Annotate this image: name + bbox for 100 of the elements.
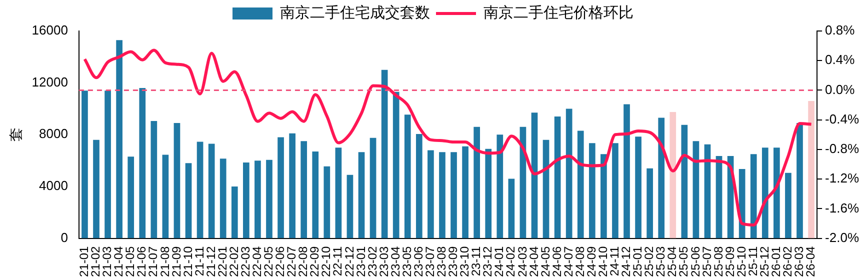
bar [496,134,504,238]
bar [324,166,330,238]
x-tick-label: 23-07 [423,246,438,278]
bar [162,154,169,238]
x-tick-label: 25-10 [734,246,748,278]
x-tick-label: 25-11 [746,246,760,276]
bar [600,154,607,238]
bar [716,156,722,238]
x-tick-label: 24-12 [619,246,634,278]
x-tick-label: 21-10 [180,246,195,278]
y-tick-label: 4000 [39,178,68,194]
x-tick-label: 21-11 [192,246,206,276]
x-tick-label: 23-01 [354,246,368,278]
x-tick-label: 23-09 [446,246,460,278]
x-tick-label: 21-12 [204,246,218,278]
x-tick-label: 21-08 [158,246,172,278]
x-tick-label: 25-07 [700,246,714,278]
x-tick-label: 21-02 [88,246,103,278]
bar [93,140,100,238]
x-tick-label: 26-03 [792,246,806,278]
bar [358,152,365,238]
x-tick-label: 22-02 [226,246,241,278]
x-tick-label: 23-06 [411,246,426,278]
bar [485,148,492,238]
bar [577,130,584,238]
x-tick-label: 25-01 [630,246,645,278]
bar [658,118,665,238]
y-tick-label: 0 [60,230,68,245]
legend-label: 南京二手住宅成交套数 [280,4,430,22]
bar [231,186,238,238]
bar [750,154,757,238]
bar [439,152,446,238]
x-tick-label: 23-05 [400,246,414,278]
x-tick-label: 22-12 [342,246,356,278]
x-tick-label: 22-07 [284,246,299,278]
bar [346,174,354,238]
bar [254,160,261,238]
bar [335,148,342,238]
bar [370,138,376,238]
y-tick-label: 12000 [32,74,68,90]
x-tick-label: 24-05 [538,246,552,278]
x-tick-label: 22-09 [308,246,322,278]
bar [785,172,792,238]
bar [474,126,480,238]
x-tick-label: 22-06 [273,246,288,278]
bar [681,124,688,238]
x-tick-label: 26-02 [780,246,795,278]
bar [635,136,642,238]
x-tick-label: 26-04 [804,246,818,278]
bar [381,70,388,238]
x-tick-label: 25-12 [757,246,772,278]
bar [646,168,653,238]
bar [450,152,457,238]
x-tick-label: 21-07 [146,246,160,278]
x-tick-label: 24-04 [526,246,541,278]
y2-tick-label: 0.4% [825,52,856,68]
x-tick-label: 24-03 [515,246,530,278]
x-tick-label: 24-07 [561,246,576,278]
legend-label: 南京二手住宅价格环比 [484,4,634,22]
y-axis-title: 套 [7,128,24,142]
bar [416,134,422,238]
bar [116,40,122,238]
x-tick-label: 25-05 [676,246,691,278]
bar [566,108,572,238]
bar [185,163,192,238]
x-tick-label: 23-10 [458,246,472,278]
bar [531,112,538,238]
bar [196,142,204,238]
bar [278,137,284,238]
bar [243,162,250,238]
y2-tick-label: 0.8% [825,22,856,38]
bar [312,152,319,238]
bar [208,144,215,238]
y2-tick-label: -1.6% [825,200,860,216]
x-tick-label: 25-03 [654,246,668,278]
x-tick-label: 25-02 [642,246,656,278]
x-tick-label: 25-04 [665,246,680,278]
y-tick-label: 16000 [32,22,68,38]
y2-tick-label: -2.0% [825,230,860,245]
x-tick-label: 21-03 [100,246,114,278]
bar [128,156,134,238]
x-tick-label: 23-03 [376,246,391,278]
x-tick-label: 22-01 [215,246,230,278]
x-tick-label: 21-09 [169,246,184,278]
bar [428,150,434,238]
x-tick-label: 23-11 [469,246,484,276]
x-tick-label: 21-04 [112,246,126,278]
x-tick-label: 22-10 [319,246,334,278]
x-tick-label: 25-08 [711,246,726,278]
x-tick-label: 22-04 [250,246,264,278]
x-tick-label: 26-01 [768,246,783,278]
bar [300,141,308,238]
bar [624,104,630,238]
x-tick-label: 21-05 [123,246,138,278]
x-tick-label: 22-03 [238,246,252,278]
bar [808,100,814,238]
x-tick-label: 24-11 [608,246,622,276]
x-tick-label: 22-11 [330,246,345,276]
bar [150,121,158,238]
bar [796,122,803,238]
